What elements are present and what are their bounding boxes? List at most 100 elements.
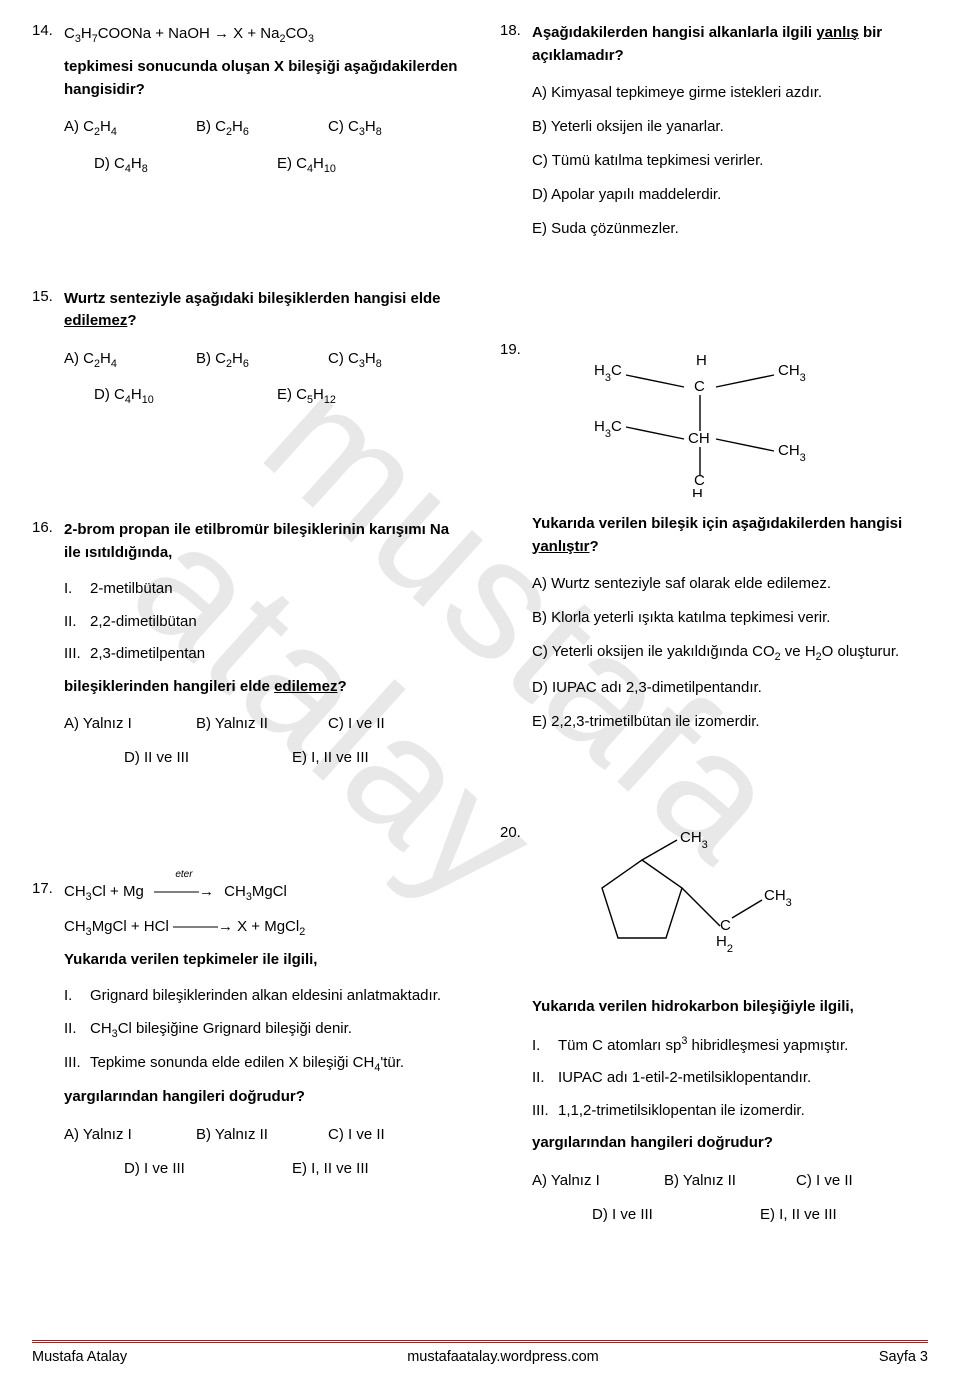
q18-stem-text-1: Aşağıdakilerden hangisi alkanlarla ilgil… (532, 24, 816, 41)
q16-stem2-underline: edilemez (274, 678, 337, 695)
question-19: 19. (500, 341, 928, 744)
question-number: 19. (500, 341, 532, 744)
svg-text:C: C (720, 917, 731, 934)
svg-text:H2: H2 (692, 486, 709, 497)
left-column: 14. C3H7COONa + NaOH → X + Na2CO3 tepkim… (32, 22, 460, 1302)
q16-opt-d: D) II ve III (124, 746, 292, 770)
question-number: 18. (500, 22, 532, 251)
q16-opt-e: E) I, II ve III (292, 746, 460, 770)
q17-item-iii-text: Tepkime sonunda elde edilen X bileşiği C… (90, 1054, 404, 1071)
svg-text:H3C: H3C (594, 362, 622, 384)
q20-structure: CH3 CH3 C H2 (552, 830, 928, 984)
q20-item-ii-text: IUPAC adı 1-etil-2-metilsiklopentandır. (558, 1069, 811, 1086)
q14-opt-c: C) C3H8 (328, 115, 460, 141)
q15-opt-e: E) C5H12 (277, 383, 460, 409)
q16-item-iii: III.2,3-dimetilpentan (64, 643, 460, 666)
question-18: 18. Aşağıdakilerden hangisi alkanlarla i… (500, 22, 928, 251)
q17-rxn2: CH3MgCl + HCl ———→ X + MgCl2 (64, 915, 460, 941)
q20-item-i: I.Tüm C atomları sp3 hibridleşmesi yapmı… (532, 1033, 928, 1058)
svg-text:CH3: CH3 (778, 362, 806, 384)
q18-opt-e: E) Suda çözünmezler. (532, 217, 928, 241)
q17-rxn1-left: CH3Cl + Mg (64, 883, 144, 900)
q17-stem2: yargılarından hangileri doğrudur? (64, 1086, 460, 1109)
q16-stem2-text-1: bileşiklerinden hangileri elde (64, 678, 274, 695)
q15-opt-a: A) C2H4 (64, 347, 196, 373)
q20-item-iii: III.1,1,2-trimetilsiklopentan ile izomer… (532, 1100, 928, 1123)
q19-opt-d: D) IUPAC adı 2,3-dimetilpentandır. (532, 676, 928, 700)
footer-rule (32, 1340, 928, 1343)
right-column: 18. Aşağıdakilerden hangisi alkanlarla i… (500, 22, 928, 1302)
q17-item-i-text: Grignard bileşiklerinden alkan eldesini … (90, 987, 441, 1004)
question-20: 20. (500, 824, 928, 1237)
q20-opt-e: E) I, II ve III (760, 1203, 928, 1227)
q15-opt-b: B) C2H6 (196, 347, 328, 373)
q16-item-i-text: 2-metilbütan (90, 580, 173, 597)
q17-item-iii: III.Tepkime sonunda elde edilen X bileşi… (64, 1052, 460, 1076)
footer-left: Mustafa Atalay (32, 1349, 127, 1365)
q20-item-ii: II.IUPAC adı 1-etil-2-metilsiklopentandı… (532, 1067, 928, 1090)
q20-stem1: Yukarıda verilen hidrokarbon bileşiğiyle… (532, 996, 928, 1019)
q16-item-ii: II.2,2-dimetilbütan (64, 611, 460, 634)
q19-structure: H3C H CH3 C H3C CH CH3 C H2 (572, 347, 928, 501)
svg-text:H2: H2 (716, 933, 733, 955)
q16-stem2: bileşiklerinden hangileri elde edilemez? (64, 676, 460, 699)
q14-opt-b: B) C2H6 (196, 115, 328, 141)
q15-stem-text-2: ? (127, 312, 136, 329)
q15-stem-underline: edilemez (64, 312, 127, 329)
svg-text:CH3: CH3 (764, 887, 792, 909)
q20-opt-b: B) Yalnız II (664, 1169, 796, 1193)
q20-item-iii-text: 1,1,2-trimetilsiklopentan ile izomerdir. (558, 1102, 805, 1119)
q17-item-i: I.Grignard bileşiklerinden alkan eldesin… (64, 985, 460, 1008)
q16-opt-a: A) Yalnız I (64, 712, 196, 736)
question-16: 16. 2-brom propan ile etilbromür bileşik… (32, 519, 460, 780)
q14-opt-a: A) C2H4 (64, 115, 196, 141)
q17-opt-d: D) I ve III (124, 1157, 292, 1181)
footer-right: Sayfa 3 (879, 1349, 928, 1365)
q17-item-ii-text: CH3Cl bileşiğine Grignard bileşiği denir… (90, 1020, 352, 1037)
q14-equation: C3H7COONa + NaOH → X + Na2CO3 (64, 22, 460, 48)
q16-opt-b: B) Yalnız II (196, 712, 328, 736)
q20-opt-a: A) Yalnız I (532, 1169, 664, 1193)
q16-stem1: 2-brom propan ile etilbromür bileşikleri… (64, 519, 460, 564)
question-number: 20. (500, 824, 532, 1237)
question-14: 14. C3H7COONa + NaOH → X + Na2CO3 tepkim… (32, 22, 460, 188)
q19-opt-c: C) Yeterli oksijen ile yakıldığında CO2 … (532, 640, 928, 666)
q17-opt-c: C) I ve II (328, 1123, 460, 1147)
q19-opt-b: B) Klorla yeterli ışıkta katılma tepkime… (532, 606, 928, 630)
q15-stem: Wurtz senteziyle aşağıdaki bileşiklerden… (64, 288, 460, 333)
q18-opt-a: A) Kimyasal tepkimeye girme istekleri az… (532, 81, 928, 105)
question-number: 16. (32, 519, 64, 780)
q19-stem: Yukarıda verilen bileşik için aşağıdakil… (532, 513, 928, 558)
q15-opt-c: C) C3H8 (328, 347, 460, 373)
q20-stem2: yargılarından hangileri doğrudur? (532, 1132, 928, 1155)
question-15: 15. Wurtz senteziyle aşağıdaki bileşikle… (32, 288, 460, 420)
question-number: 17. (32, 880, 64, 1190)
q18-opt-c: C) Tümü katılma tepkimesi verirler. (532, 149, 928, 173)
q17-opt-a: A) Yalnız I (64, 1123, 196, 1147)
q17-rxn1-right: CH3MgCl (224, 883, 287, 900)
page-content: 14. C3H7COONa + NaOH → X + Na2CO3 tepkim… (32, 22, 928, 1302)
q18-opt-b: B) Yeterli oksijen ile yanarlar. (532, 115, 928, 139)
q15-opt-d: D) C4H10 (94, 383, 277, 409)
q15-stem-text-1: Wurtz senteziyle aşağıdaki bileşiklerden… (64, 290, 441, 307)
page-footer: Mustafa Atalay mustafaatalay.wordpress.c… (0, 1340, 960, 1365)
q20-opt-c: C) I ve II (796, 1169, 928, 1193)
svg-text:CH3: CH3 (680, 830, 708, 851)
q17-opt-b: B) Yalnız II (196, 1123, 328, 1147)
footer-center: mustafaatalay.wordpress.com (407, 1349, 599, 1365)
q19-stem-text-2: ? (590, 538, 599, 555)
q17-item-ii: II.CH3Cl bileşiğine Grignard bileşiği de… (64, 1018, 460, 1042)
q14-opt-e: E) C4H10 (277, 152, 460, 178)
q16-item-i: I.2-metilbütan (64, 578, 460, 601)
svg-text:CH: CH (688, 430, 710, 447)
question-17: 17. CH3Cl + Mg eter———→ CH3MgCl CH3MgCl … (32, 880, 460, 1190)
q19-stem-text-1: Yukarıda verilen bileşik için aşağıdakil… (532, 515, 902, 532)
q14-stem: tepkimesi sonucunda oluşan X bileşiği aş… (64, 56, 460, 101)
svg-text:H: H (696, 352, 707, 369)
q17-opt-e: E) I, II ve III (292, 1157, 460, 1181)
question-number: 14. (32, 22, 64, 188)
q19-stem-underline: yanlıştır (532, 538, 590, 555)
q20-opt-d: D) I ve III (592, 1203, 760, 1227)
q18-opt-d: D) Apolar yapılı maddelerdir. (532, 183, 928, 207)
svg-text:H3C: H3C (594, 418, 622, 440)
